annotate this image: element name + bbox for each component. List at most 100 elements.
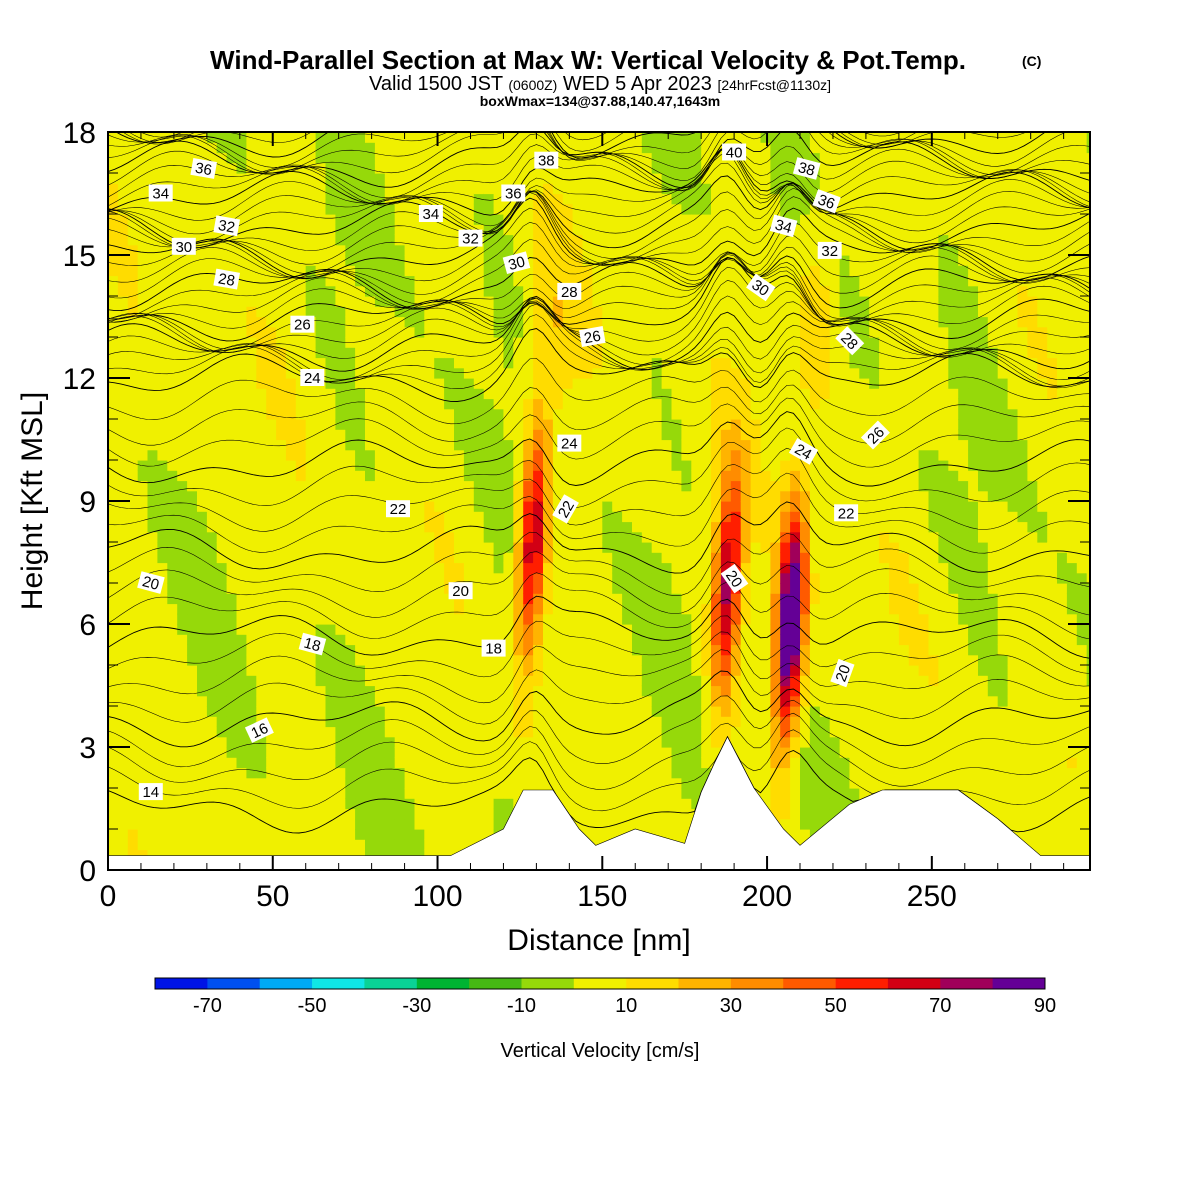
- w-cell: [394, 439, 406, 451]
- w-cell: [760, 675, 771, 687]
- w-cell: [780, 347, 791, 359]
- w-cell: [384, 142, 396, 154]
- w-cell: [117, 316, 129, 328]
- w-cell: [720, 439, 732, 451]
- w-cell: [770, 675, 781, 687]
- w-cell: [641, 265, 653, 277]
- w-cell: [197, 788, 208, 799]
- w-cell: [523, 439, 534, 451]
- w-cell: [216, 767, 228, 779]
- w-cell: [503, 747, 514, 758]
- w-cell: [483, 706, 495, 717]
- w-cell: [711, 644, 722, 656]
- w-cell: [414, 818, 425, 830]
- w-cell: [483, 593, 495, 605]
- w-cell: [345, 419, 356, 430]
- w-cell: [790, 665, 801, 676]
- w-cell: [137, 665, 149, 676]
- w-cell: [335, 255, 346, 266]
- w-cell: [760, 470, 771, 482]
- w-cell: [137, 316, 149, 328]
- w-cell: [750, 203, 762, 215]
- w-cell: [523, 265, 534, 277]
- w-cell: [236, 152, 247, 164]
- w-cell: [177, 203, 188, 215]
- w-cell: [226, 244, 238, 256]
- w-cell: [117, 419, 129, 430]
- w-cell: [384, 316, 396, 328]
- w-cell: [394, 808, 406, 820]
- w-cell: [513, 552, 524, 564]
- w-cell: [493, 357, 505, 369]
- w-cell: [552, 378, 564, 389]
- w-cell: [414, 613, 425, 625]
- w-cell: [444, 183, 455, 195]
- w-cell: [266, 665, 277, 676]
- w-cell: [325, 193, 336, 205]
- w-cell: [572, 265, 584, 277]
- w-cell: [582, 244, 593, 256]
- w-cell: [285, 244, 297, 256]
- w-cell: [503, 367, 514, 379]
- w-cell: [572, 408, 584, 420]
- w-cell: [157, 818, 168, 830]
- w-cell: [295, 449, 307, 461]
- w-cell: [612, 316, 623, 328]
- w-cell: [661, 521, 673, 533]
- w-cell: [216, 511, 228, 523]
- w-cell: [444, 572, 455, 584]
- w-cell: [236, 501, 247, 512]
- w-cell: [473, 767, 485, 779]
- w-cell: [651, 275, 663, 287]
- w-cell: [533, 695, 544, 707]
- w-cell: [206, 634, 218, 646]
- w-cell: [483, 439, 495, 451]
- w-cell: [365, 736, 376, 748]
- w-cell: [454, 788, 465, 799]
- w-cell: [325, 583, 336, 594]
- w-cell: [572, 716, 584, 728]
- w-cell: [750, 316, 762, 328]
- w-cell: [167, 531, 178, 543]
- w-cell: [473, 788, 485, 799]
- w-cell: [681, 152, 692, 164]
- w-cell: [760, 695, 771, 707]
- w-cell: [177, 285, 188, 297]
- w-cell: [127, 572, 139, 584]
- w-cell: [740, 726, 752, 738]
- w-cell: [384, 716, 396, 728]
- w-cell: [434, 224, 445, 236]
- w-cell: [592, 224, 603, 236]
- w-cell: [602, 644, 613, 656]
- w-cell: [463, 173, 475, 184]
- w-cell: [246, 829, 257, 840]
- w-cell: [681, 183, 692, 195]
- w-cell: [355, 634, 366, 646]
- w-cell: [147, 726, 158, 738]
- w-cell: [454, 357, 465, 369]
- w-cell: [543, 296, 554, 307]
- w-cell: [740, 511, 752, 523]
- w-cell: [641, 726, 653, 738]
- w-cell: [711, 244, 722, 256]
- w-cell: [582, 408, 593, 420]
- w-cell: [315, 613, 327, 625]
- w-cell: [236, 767, 247, 779]
- w-cell: [325, 419, 336, 430]
- w-cell: [325, 316, 336, 328]
- w-cell: [365, 675, 376, 687]
- w-cell: [365, 818, 376, 830]
- w-cell: [671, 429, 682, 441]
- w-cell: [493, 285, 505, 297]
- w-cell: [137, 203, 149, 215]
- w-cell: [493, 572, 505, 584]
- w-cell: [750, 224, 762, 236]
- w-cell: [206, 152, 218, 164]
- w-cell: [424, 347, 435, 359]
- w-cell: [454, 644, 465, 656]
- w-cell: [503, 777, 514, 789]
- w-cell: [325, 726, 336, 738]
- w-cell: [384, 644, 396, 656]
- w-cell: [701, 367, 712, 379]
- w-cell: [374, 152, 386, 164]
